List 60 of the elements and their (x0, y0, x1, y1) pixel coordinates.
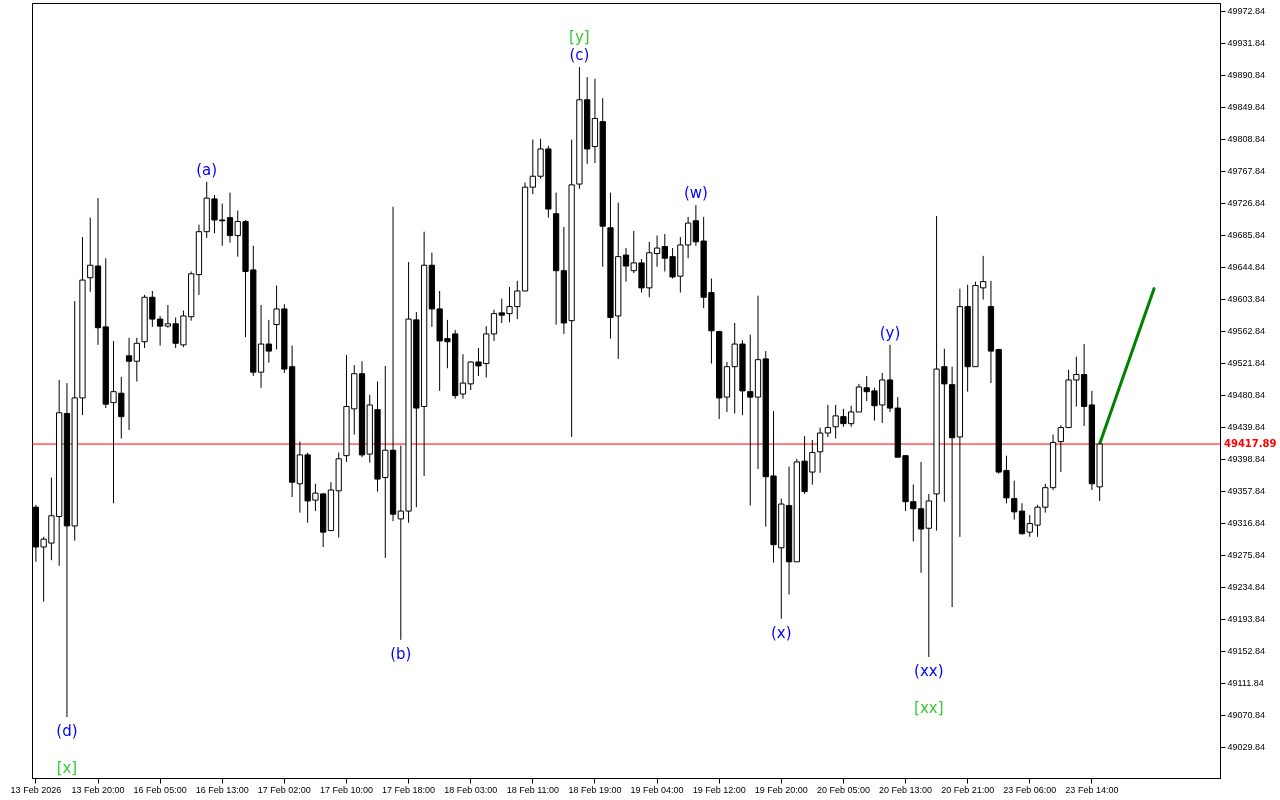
annotation: (x) (771, 623, 792, 642)
ref-line-label: 49417.89 (1224, 438, 1277, 450)
y-tick-label: 49849.84 (1227, 102, 1266, 113)
y-tick-label: 49070.84 (1227, 710, 1266, 721)
y-tick-label: 49439.84 (1227, 422, 1266, 433)
y-tick-label: 49890.84 (1227, 70, 1266, 81)
candlestick (125, 337, 133, 431)
x-tick-label: 23 Feb 06:00 (1003, 784, 1057, 795)
y-tick-label: 49316.84 (1227, 518, 1266, 529)
x-tick-label: 20 Feb 21:00 (941, 784, 995, 795)
y-tick-label: 49193.84 (1227, 614, 1266, 625)
y-tick-label: 49603.84 (1227, 294, 1266, 305)
annotation: (w) (683, 184, 708, 203)
y-tick-label: 49521.84 (1227, 358, 1266, 369)
y-tick-label: 49029.84 (1227, 742, 1266, 753)
x-tick-label: 23 Feb 14:00 (1065, 784, 1119, 795)
x-tick-label: 18 Feb 03:00 (444, 784, 498, 795)
y-tick-label: 49234.84 (1227, 582, 1266, 593)
candlestick (265, 319, 272, 364)
x-tick-label: 19 Feb 04:00 (630, 784, 684, 795)
x-tick-label: 20 Feb 05:00 (816, 784, 870, 795)
x-tick-label: 13 Feb 2026 (10, 784, 62, 795)
x-tick-label: 18 Feb 19:00 (568, 784, 622, 795)
annotation: [y] (569, 28, 590, 46)
annotation: (a) (196, 160, 218, 179)
y-tick-label: 49398.84 (1227, 454, 1266, 465)
annotation: [x] (56, 759, 78, 778)
annotation: (xx) (914, 662, 944, 681)
y-tick-label: 49767.84 (1227, 166, 1266, 177)
candlestick (824, 404, 832, 438)
x-tick-label: 16 Feb 13:00 (195, 784, 249, 795)
x-tick-label: 13 Feb 20:00 (71, 784, 125, 795)
candlestick (133, 337, 140, 383)
x-tick-label: 17 Feb 18:00 (382, 784, 436, 795)
y-tick-label: 49808.84 (1227, 134, 1266, 145)
y-tick-label: 49357.84 (1227, 486, 1266, 497)
annotation: [xx] (914, 699, 944, 718)
y-tick-label: 49111.84 (1227, 678, 1264, 689)
y-tick-label: 49931.84 (1227, 38, 1266, 49)
y-tick-label: 49480.84 (1227, 390, 1266, 401)
annotation: (d) (56, 722, 78, 741)
y-tick-label: 49644.84 (1227, 262, 1266, 273)
candlestick (816, 427, 824, 474)
x-tick-label: 19 Feb 12:00 (692, 784, 746, 795)
y-tick-label: 49562.84 (1227, 326, 1266, 337)
x-tick-label: 17 Feb 10:00 (319, 784, 373, 795)
y-tick-label: 49275.84 (1227, 550, 1266, 561)
x-tick-label: 18 Feb 11:00 (506, 784, 560, 795)
y-tick-label: 49972.84 (1227, 6, 1266, 17)
annotation: (y) (879, 323, 901, 342)
annotation: (c) (569, 46, 590, 64)
y-tick-label: 49726.84 (1227, 198, 1266, 209)
y-tick-label: 49152.84 (1227, 646, 1266, 657)
y-tick-label: 49685.84 (1227, 230, 1266, 241)
x-tick-label: 19 Feb 20:00 (754, 784, 808, 795)
x-tick-label: 20 Feb 13:00 (879, 784, 933, 795)
candlestick (552, 192, 560, 326)
annotation: (b) (390, 644, 412, 663)
x-tick-label: 16 Feb 05:00 (133, 784, 187, 795)
x-tick-label: 17 Feb 02:00 (257, 784, 311, 795)
